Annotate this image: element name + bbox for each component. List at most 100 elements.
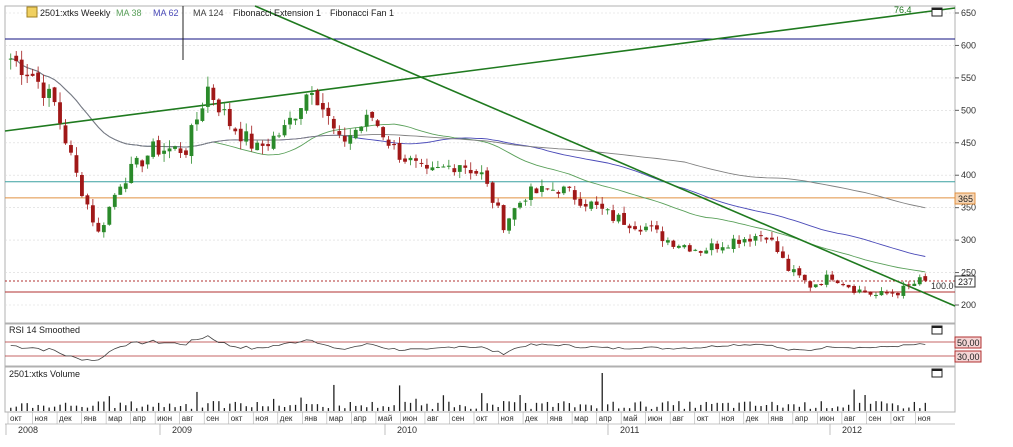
volume-bar	[607, 404, 609, 411]
volume-bar	[190, 408, 193, 411]
volume-bar	[650, 408, 653, 411]
candle-body	[200, 108, 205, 121]
candle-body	[425, 164, 429, 169]
legend-fib-fan[interactable]: Fibonacci Fan 1	[330, 8, 394, 18]
candle-body	[770, 237, 774, 240]
candle-body	[342, 135, 347, 142]
candle-body	[529, 186, 533, 200]
candle-body	[841, 284, 846, 286]
candle-body	[205, 86, 210, 107]
volume-bar	[59, 404, 61, 411]
candle-body	[802, 274, 807, 281]
legend-ma124[interactable]: MA 124	[193, 8, 224, 18]
candle-body	[260, 143, 265, 146]
volume-bar	[470, 408, 472, 411]
candle-body	[30, 73, 35, 76]
symbol-icon[interactable]	[26, 6, 38, 18]
candle-body	[589, 201, 594, 209]
rsi-maximize-button[interactable]	[931, 325, 943, 335]
candle-body	[96, 222, 101, 232]
candle-body	[353, 129, 358, 139]
candle-body	[753, 236, 758, 241]
candle-body	[567, 186, 572, 188]
rsi-title[interactable]: RSI 14 Smoothed	[9, 325, 80, 335]
volume-bar	[793, 404, 795, 411]
candle-body	[923, 276, 928, 281]
main-maximize-button[interactable]	[931, 7, 943, 17]
volume-bar	[283, 407, 286, 411]
month-label: ноя	[255, 414, 268, 423]
main-legend: 2501:xtks Weekly MA 38 MA 62 MA 124 Fibo…	[26, 6, 394, 18]
candle-body	[644, 226, 648, 231]
month-label: апр	[599, 414, 613, 423]
candle-body	[556, 192, 561, 194]
candle-body	[474, 171, 479, 174]
candle-body	[101, 225, 106, 233]
volume-bar	[902, 408, 905, 411]
candle-body	[737, 239, 741, 244]
candle-body	[682, 245, 687, 248]
month-label: авг	[427, 414, 439, 423]
month-label: окт	[476, 414, 488, 423]
candle-body	[693, 249, 698, 251]
month-label: янв	[770, 414, 783, 423]
month-label: ноя	[501, 414, 514, 423]
candle-body	[178, 148, 183, 154]
volume-bar	[272, 398, 275, 411]
fib-100-label: 100.0	[931, 281, 954, 291]
month-label: май	[378, 414, 392, 423]
month-label: ноя	[35, 414, 48, 423]
volume-bar	[585, 404, 587, 411]
volume-bar	[826, 408, 828, 411]
ma124-line	[10, 58, 926, 209]
volume-bar	[371, 401, 373, 411]
candle-body	[52, 87, 57, 103]
volume-bar	[557, 403, 560, 411]
candle-body	[665, 240, 670, 243]
candle-body	[85, 195, 90, 205]
candle-body	[720, 247, 725, 251]
legend-fib-ext[interactable]: Fibonacci Extension 1	[233, 8, 321, 18]
volume-bar	[689, 401, 691, 411]
volume-bar	[174, 407, 176, 411]
legend-symbol[interactable]: 2501:xtks Weekly	[40, 8, 111, 18]
candle-body	[600, 203, 605, 209]
candle-body	[895, 292, 900, 296]
candle-body	[140, 160, 145, 167]
volume-bar	[563, 401, 565, 411]
volume-bar	[535, 402, 538, 411]
volume-bar	[212, 401, 215, 411]
volume-bar	[656, 406, 658, 411]
month-label: авг	[672, 414, 684, 423]
volume-bar	[453, 407, 456, 411]
month-label: окт	[231, 414, 243, 423]
legend-ma38[interactable]: MA 38	[116, 8, 142, 18]
volume-title[interactable]: 2501:xtks Volume	[9, 369, 80, 379]
candle-body	[863, 290, 867, 293]
candle-body	[238, 128, 243, 142]
volume-maximize-button[interactable]	[931, 368, 943, 378]
candle-body	[19, 59, 24, 76]
candle-body	[496, 202, 501, 206]
candle-body	[797, 268, 802, 276]
legend-ma62[interactable]: MA 62	[153, 8, 179, 18]
volume-bar	[119, 402, 121, 411]
volume-bar	[349, 402, 351, 411]
month-label: мар	[108, 414, 123, 423]
candle-body	[233, 128, 238, 132]
volume-bar	[409, 402, 412, 411]
candle-body	[633, 226, 637, 230]
volume-bar	[897, 405, 899, 411]
month-label: дек	[59, 414, 72, 423]
candle-body	[36, 72, 41, 82]
volume-bar	[667, 401, 669, 411]
volume-bar	[377, 407, 379, 411]
volume-bar	[218, 401, 220, 411]
candle-body	[748, 238, 752, 242]
fan-line-rising	[4, 7, 956, 132]
candle-body	[69, 145, 73, 153]
candle-body	[726, 247, 731, 249]
volume-bar	[37, 404, 39, 411]
